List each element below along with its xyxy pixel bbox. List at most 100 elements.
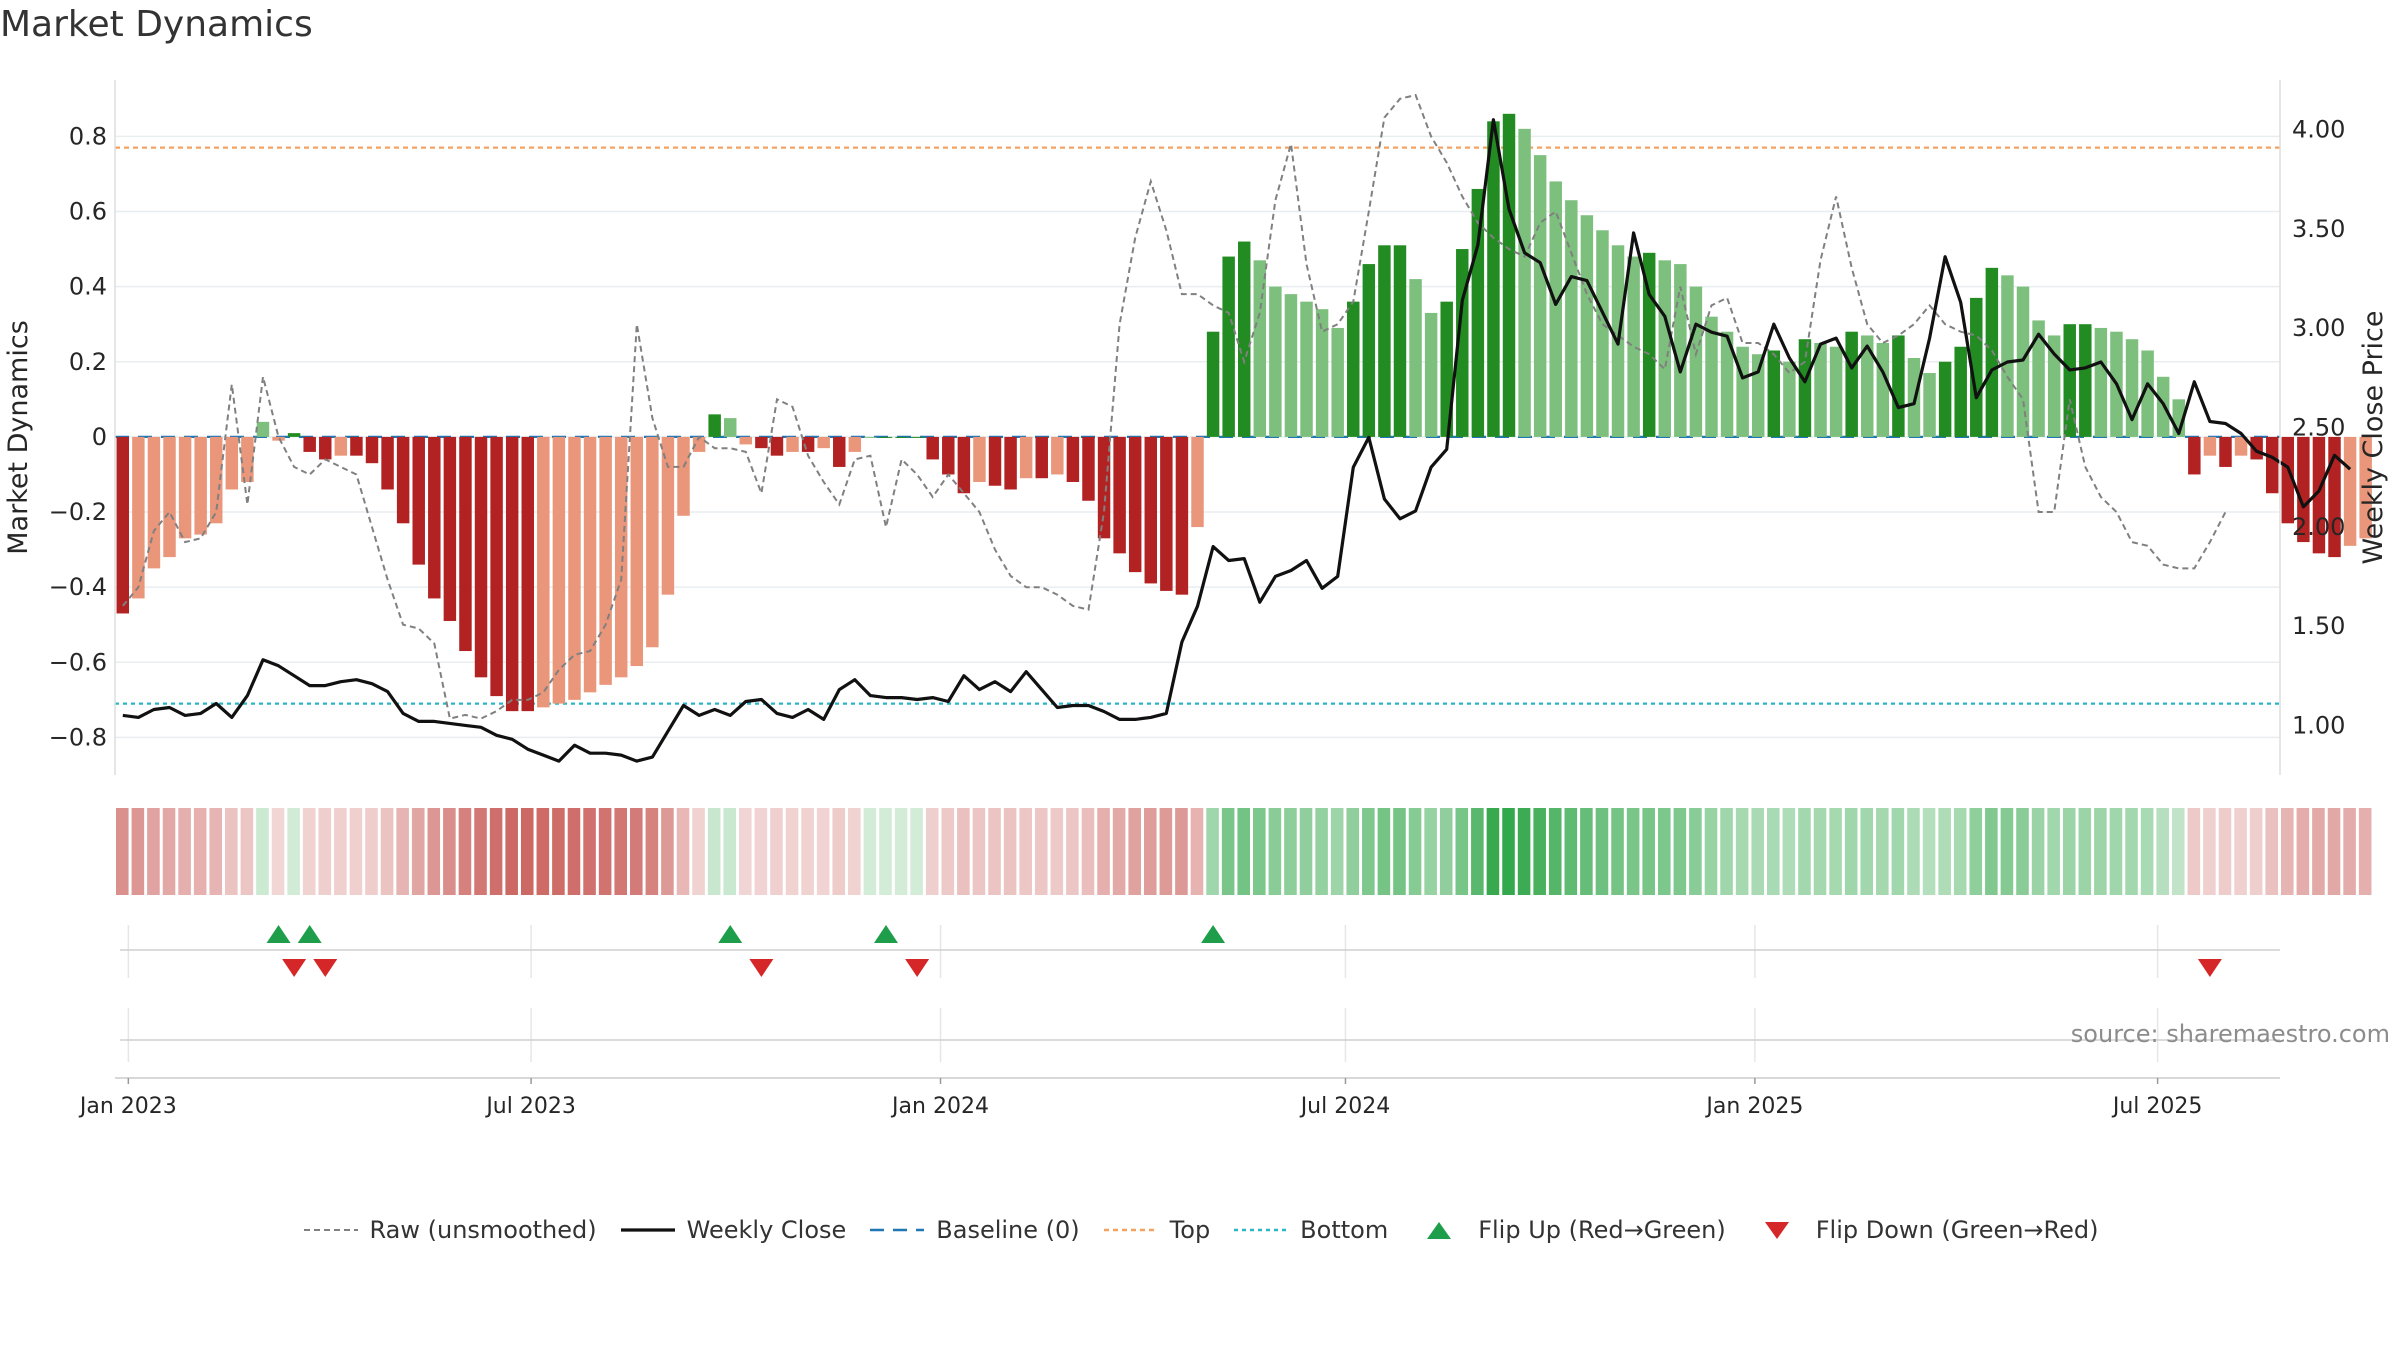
heat-cell xyxy=(598,808,612,895)
legend-item-flip-up: Flip Up (Red→Green) xyxy=(1410,1216,1726,1244)
heat-cell xyxy=(427,808,441,895)
heat-cell xyxy=(1066,808,1079,895)
heat-cell xyxy=(1299,808,1313,895)
heat-cell xyxy=(2249,808,2263,895)
heat-cell xyxy=(489,808,503,895)
right-tick-label: 1.00 xyxy=(2292,711,2345,739)
legend-label: Baseline (0) xyxy=(936,1216,1080,1244)
heat-cell xyxy=(349,808,363,895)
heat-cell xyxy=(1424,808,1437,895)
dynamics-bar xyxy=(1471,188,1485,437)
dynamics-bar xyxy=(1689,286,1703,437)
chart-title: Market Dynamics xyxy=(0,4,313,45)
heat-cell xyxy=(1190,808,1204,895)
raw-legend-swatch xyxy=(303,1229,358,1231)
dynamics-bar xyxy=(1144,436,1158,584)
heat-cell xyxy=(1611,808,1624,895)
heat-cell xyxy=(520,808,534,895)
dynamics-bar xyxy=(350,436,363,456)
heat-cell xyxy=(754,808,768,895)
dynamics-bar xyxy=(1004,436,1017,490)
flip-up-marker xyxy=(1201,925,1226,943)
right-tick-label: 2.00 xyxy=(2292,513,2345,541)
heat-cell xyxy=(1564,808,1578,895)
flip-up-marker xyxy=(266,925,291,943)
flip-down-marker xyxy=(282,959,307,977)
dynamics-bar xyxy=(988,436,1002,486)
heat-cell xyxy=(2312,808,2325,895)
heat-cell xyxy=(2343,808,2356,895)
heat-cell xyxy=(1330,808,1344,895)
heat-cell xyxy=(1673,808,1687,895)
dynamics-bar xyxy=(1736,346,1749,437)
dynamics-bar xyxy=(537,436,550,708)
dynamics-bar xyxy=(381,436,394,490)
dynamics-bar xyxy=(1954,346,1967,437)
heat-cell xyxy=(1844,808,1858,895)
heat-cell xyxy=(1798,808,1811,895)
dynamics-bar xyxy=(833,436,846,467)
heat-cell xyxy=(2265,808,2278,895)
left-tick-label: 0.6 xyxy=(69,197,107,225)
flip-up-marker xyxy=(873,925,898,943)
raw-line-layer xyxy=(122,93,2227,720)
legend-item-top: Top xyxy=(1102,1216,1210,1244)
legend-item-baseline: Baseline (0) xyxy=(868,1216,1080,1244)
legend-item-close: Weekly Close xyxy=(619,1216,846,1244)
dynamics-bar xyxy=(1191,436,1204,528)
heat-cell xyxy=(1642,808,1655,895)
dynamics-bar xyxy=(225,436,239,490)
heat-cell xyxy=(1097,808,1110,895)
heat-cell xyxy=(1471,808,1484,895)
right-tick-label: 1.50 xyxy=(2292,612,2345,640)
dynamics-bar xyxy=(1861,335,1874,437)
dynamics-bar xyxy=(2188,436,2201,475)
heat-cell xyxy=(723,808,737,895)
axes: 0.8 0.6 0.4 0.2 0 −0.2 −0.4 −0.6 −0.8 4.00 3.50 3.0… xyxy=(3,80,2389,1119)
dynamics-bar xyxy=(2281,436,2295,524)
heat-cell xyxy=(443,808,456,895)
x-tick-label: Jul 2025 xyxy=(2111,1094,2203,1119)
dynamics-bar xyxy=(428,436,441,599)
dynamics-bar xyxy=(2234,436,2248,456)
legend-item-bottom: Bottom xyxy=(1232,1216,1388,1244)
x-tick-label: Jan 2024 xyxy=(890,1094,989,1119)
dynamics-bar xyxy=(2265,436,2279,494)
dynamics-bar xyxy=(1035,436,1048,479)
heat-cell xyxy=(1486,808,1500,895)
dynamics-bar xyxy=(1315,309,1329,437)
legend-label: Raw (unsmoothed) xyxy=(369,1216,597,1244)
dynamics-bar xyxy=(1253,260,1267,437)
dynamics-bar xyxy=(755,436,768,449)
dynamics-bar xyxy=(1409,279,1422,437)
dynamics-bar xyxy=(1066,436,1080,482)
heat-cell xyxy=(1439,808,1453,895)
heat-cell xyxy=(1829,808,1842,895)
weekly-close-line xyxy=(122,118,2352,763)
heat-cell xyxy=(1907,808,1920,895)
dynamics-bar xyxy=(256,421,270,437)
dynamics-bar xyxy=(1206,331,1220,437)
x-tick-label: Jan 2025 xyxy=(1704,1094,1803,1119)
heat-cell xyxy=(1517,808,1531,895)
heat-cell xyxy=(910,808,923,895)
dynamics-bar xyxy=(973,436,986,482)
heat-cell xyxy=(707,808,721,895)
heat-cell xyxy=(1922,808,1936,895)
heat-cell xyxy=(692,808,705,895)
flip-down-marker xyxy=(2197,959,2222,977)
dynamics-bar xyxy=(614,436,628,678)
dynamics-bar xyxy=(147,436,161,569)
flip-down-marker xyxy=(749,959,774,977)
x-tick-label: Jul 2024 xyxy=(1299,1094,1391,1119)
heat-cell xyxy=(302,808,316,895)
heat-cell xyxy=(863,808,877,895)
dynamics-bar xyxy=(957,436,971,494)
heat-cell xyxy=(411,808,425,895)
dynamics-bar xyxy=(1970,297,1983,437)
heat-cell xyxy=(1284,808,1297,895)
heat-cell xyxy=(365,808,378,895)
dynamics-bar xyxy=(116,436,130,614)
heat-cell xyxy=(505,808,518,895)
legend-label: Flip Down (Green→Red) xyxy=(1815,1216,2099,1244)
